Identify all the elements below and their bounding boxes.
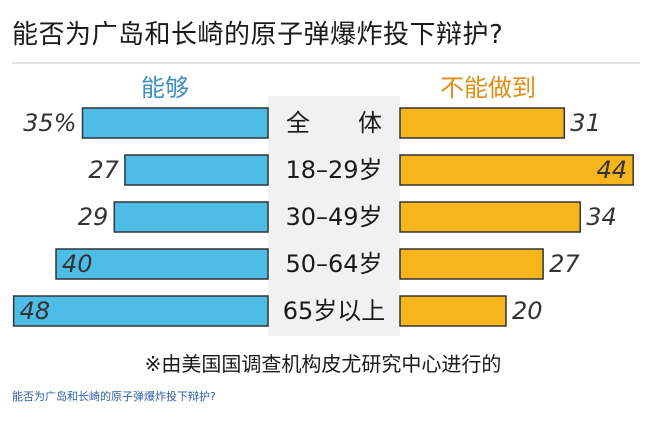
bar-yes (124, 154, 269, 186)
value-label-no: 20 (512, 297, 543, 325)
category-label: 50–64岁 (285, 250, 382, 278)
bar-no (399, 154, 634, 186)
value-label-yes: 35% (23, 109, 76, 137)
bar-yes (81, 107, 269, 139)
value-label-no: 31 (570, 109, 601, 137)
value-label-yes: 29 (78, 203, 109, 231)
category-label: 全 体 (286, 109, 382, 137)
value-label-no: 34 (586, 203, 617, 231)
category-label: 30–49岁 (285, 203, 382, 231)
image-caption: 能否为广岛和长崎的原子弹爆炸投下辩护? (12, 390, 216, 403)
bar-no (399, 107, 566, 139)
series-label-yes: 能够 (141, 74, 189, 102)
category-band (268, 96, 400, 336)
bar-no (399, 201, 581, 233)
bar-yes (55, 248, 269, 280)
value-label-no: 27 (549, 250, 580, 278)
category-label: 18–29岁 (285, 156, 382, 184)
category-label: 65岁以上 (283, 297, 386, 325)
value-label-yes: 40 (62, 250, 93, 278)
value-label-yes: 48 (20, 297, 51, 325)
bar-yes (113, 201, 269, 233)
value-label-no: 44 (597, 156, 628, 184)
bar-yes (12, 295, 269, 327)
value-label-yes: 27 (88, 156, 119, 184)
diverging-bar-chart: 能够 不能做到 35% 全 体 31 27 18–29岁 44 29 30–49岁 34 40 50–6… (12, 74, 634, 336)
chart-title: 能否为广岛和长崎的原子弹爆炸投下辩护? (12, 20, 504, 50)
source-note: ※由美国国调查机构皮尤研究中心进行的 (144, 352, 502, 376)
bar-no (399, 295, 507, 327)
title-divider (12, 62, 640, 64)
series-label-no: 不能做到 (440, 74, 536, 102)
bar-no (399, 248, 544, 280)
